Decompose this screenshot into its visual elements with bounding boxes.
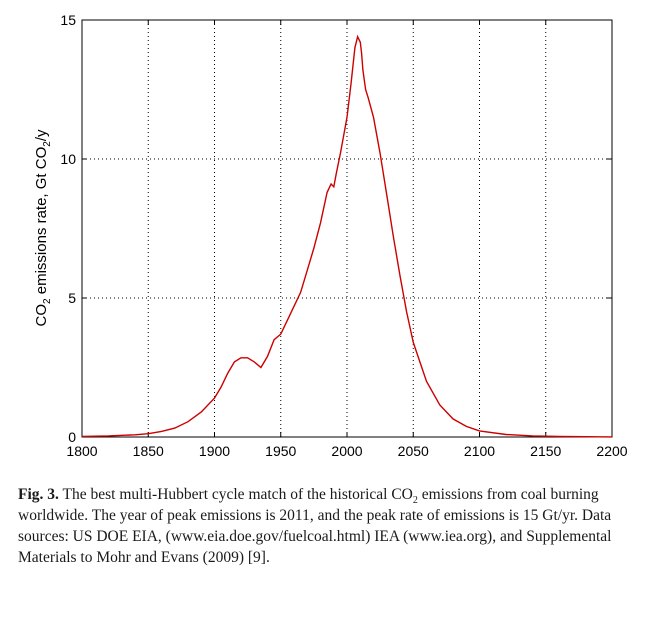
y-axis-label: CO2 emissions rate, Gt CO2/y: [33, 129, 53, 327]
x-tick-label: 2200: [596, 443, 627, 459]
x-tick-label: 2100: [464, 443, 495, 459]
figure-caption: Fig. 3. The best multi-Hubbert cycle mat…: [18, 484, 640, 568]
y-tick-label: 15: [60, 12, 76, 28]
y-label-text: CO: [33, 304, 50, 327]
x-tick-label: 2150: [530, 443, 561, 459]
y-label-subscript: 2: [42, 298, 53, 304]
y-label-text: emissions rate, Gt CO: [33, 147, 50, 299]
caption-subscript: 2: [412, 495, 418, 507]
grid-lines: [82, 20, 612, 437]
x-tick-labels: 1800 1850 1900 1950 2000 2050 2100 2150 2200: [66, 443, 627, 459]
x-tick-label: 2050: [398, 443, 429, 459]
x-tick-label: 1900: [199, 443, 230, 459]
coal-co2-chart: 1800 1850 1900 1950 2000 2050 2100 2150 2200 0 5 1…: [33, 12, 628, 459]
y-tick-label: 10: [60, 151, 76, 167]
y-tick-label: 5: [68, 290, 76, 306]
y-tick-labels: 0 5 10 15: [60, 12, 76, 445]
y-label-subscript: 2: [42, 141, 53, 147]
y-label-text: /y: [33, 129, 50, 141]
x-tick-label: 2000: [331, 443, 362, 459]
y-tick-label: 0: [68, 429, 76, 445]
figure-label: Fig. 3.: [18, 486, 59, 503]
caption-text-2: emissions from coal burning worldwide. T…: [18, 486, 612, 566]
x-tick-label: 1950: [265, 443, 296, 459]
x-tick-label: 1800: [66, 443, 97, 459]
caption-text-1: The best multi-Hubbert cycle match of th…: [58, 486, 413, 503]
x-tick-label: 1850: [133, 443, 164, 459]
emissions-curve: [81, 34, 613, 438]
